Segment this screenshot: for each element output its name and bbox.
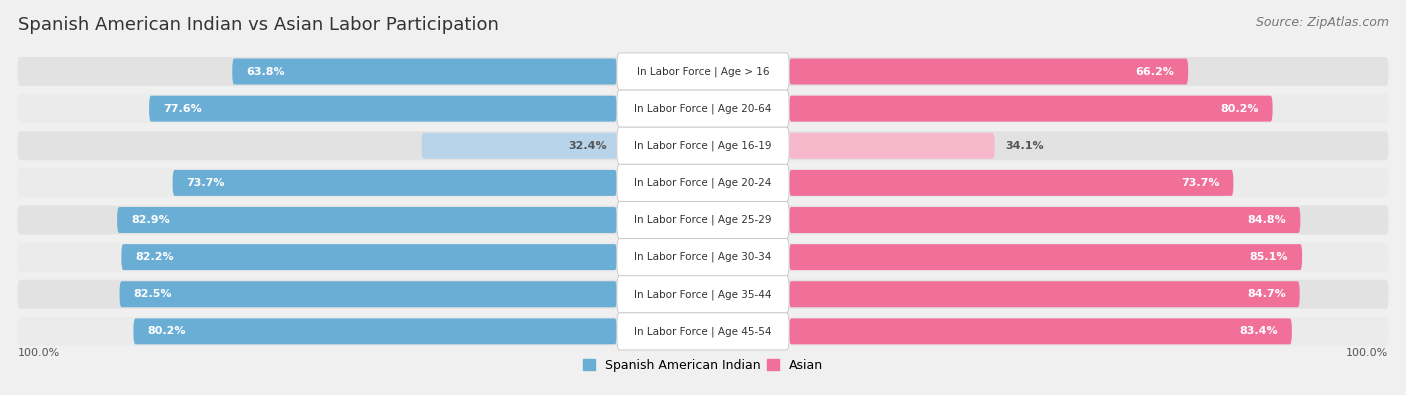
Text: Spanish American Indian vs Asian Labor Participation: Spanish American Indian vs Asian Labor P…	[18, 16, 499, 34]
FancyBboxPatch shape	[134, 318, 617, 344]
FancyBboxPatch shape	[17, 280, 1389, 309]
Text: Source: ZipAtlas.com: Source: ZipAtlas.com	[1256, 16, 1389, 29]
Text: In Labor Force | Age 35-44: In Labor Force | Age 35-44	[634, 289, 772, 299]
Text: 73.7%: 73.7%	[187, 178, 225, 188]
FancyBboxPatch shape	[617, 313, 789, 350]
FancyBboxPatch shape	[149, 96, 617, 122]
FancyBboxPatch shape	[617, 276, 789, 313]
Text: 80.2%: 80.2%	[148, 326, 186, 337]
FancyBboxPatch shape	[617, 201, 789, 239]
Text: 85.1%: 85.1%	[1250, 252, 1288, 262]
FancyBboxPatch shape	[121, 244, 617, 270]
Text: 100.0%: 100.0%	[1347, 348, 1389, 358]
Text: 83.4%: 83.4%	[1240, 326, 1278, 337]
FancyBboxPatch shape	[17, 205, 1389, 235]
Text: 32.4%: 32.4%	[568, 141, 606, 151]
FancyBboxPatch shape	[422, 133, 617, 159]
FancyBboxPatch shape	[789, 58, 1188, 85]
FancyBboxPatch shape	[17, 57, 1389, 86]
FancyBboxPatch shape	[232, 58, 617, 85]
FancyBboxPatch shape	[789, 281, 1299, 307]
Text: 100.0%: 100.0%	[17, 348, 59, 358]
FancyBboxPatch shape	[789, 318, 1292, 344]
FancyBboxPatch shape	[617, 239, 789, 276]
FancyBboxPatch shape	[789, 96, 1272, 122]
Text: 82.2%: 82.2%	[135, 252, 174, 262]
FancyBboxPatch shape	[789, 170, 1233, 196]
Text: 66.2%: 66.2%	[1136, 66, 1174, 77]
FancyBboxPatch shape	[17, 317, 1389, 346]
Legend: Spanish American Indian, Asian: Spanish American Indian, Asian	[578, 354, 828, 377]
FancyBboxPatch shape	[17, 94, 1389, 123]
FancyBboxPatch shape	[617, 53, 789, 90]
Text: In Labor Force | Age 16-19: In Labor Force | Age 16-19	[634, 141, 772, 151]
FancyBboxPatch shape	[617, 127, 789, 164]
FancyBboxPatch shape	[117, 207, 617, 233]
Text: 73.7%: 73.7%	[1181, 178, 1219, 188]
Text: 77.6%: 77.6%	[163, 103, 201, 114]
FancyBboxPatch shape	[17, 168, 1389, 198]
Text: In Labor Force | Age > 16: In Labor Force | Age > 16	[637, 66, 769, 77]
FancyBboxPatch shape	[617, 164, 789, 201]
FancyBboxPatch shape	[173, 170, 617, 196]
FancyBboxPatch shape	[789, 244, 1302, 270]
Text: In Labor Force | Age 20-24: In Labor Force | Age 20-24	[634, 178, 772, 188]
Text: 84.8%: 84.8%	[1247, 215, 1286, 225]
FancyBboxPatch shape	[17, 243, 1389, 272]
Text: 63.8%: 63.8%	[246, 66, 284, 77]
FancyBboxPatch shape	[17, 131, 1389, 160]
FancyBboxPatch shape	[120, 281, 617, 307]
Text: 84.7%: 84.7%	[1247, 289, 1286, 299]
Text: 82.9%: 82.9%	[131, 215, 170, 225]
FancyBboxPatch shape	[789, 207, 1301, 233]
Text: 82.5%: 82.5%	[134, 289, 172, 299]
FancyBboxPatch shape	[789, 133, 994, 159]
Text: In Labor Force | Age 45-54: In Labor Force | Age 45-54	[634, 326, 772, 337]
Text: 34.1%: 34.1%	[1005, 141, 1043, 151]
FancyBboxPatch shape	[617, 90, 789, 127]
Text: In Labor Force | Age 25-29: In Labor Force | Age 25-29	[634, 215, 772, 225]
Text: In Labor Force | Age 30-34: In Labor Force | Age 30-34	[634, 252, 772, 262]
Text: 80.2%: 80.2%	[1220, 103, 1258, 114]
Text: In Labor Force | Age 20-64: In Labor Force | Age 20-64	[634, 103, 772, 114]
